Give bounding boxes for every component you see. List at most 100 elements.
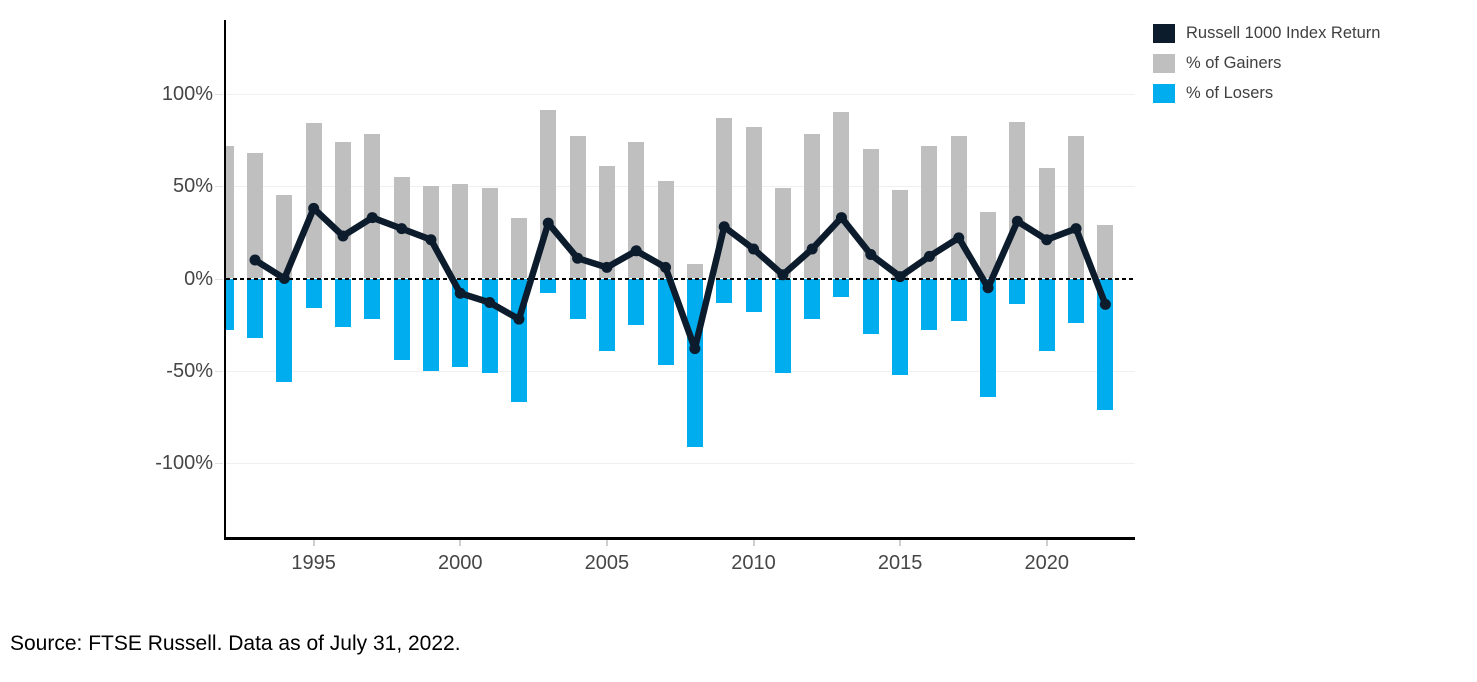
return-point — [835, 212, 847, 224]
losers-bar — [1038, 278, 1055, 351]
gainers-bar — [276, 195, 293, 279]
y-axis-label: 50% — [172, 175, 213, 198]
gainers-bar — [569, 136, 586, 279]
gridline — [226, 186, 1135, 188]
losers-bar — [452, 278, 469, 368]
gainers-bar — [226, 145, 234, 279]
legend-swatch-gainers — [1153, 54, 1175, 73]
return-point — [1099, 298, 1111, 310]
return-point — [484, 297, 496, 309]
x-axis-tick — [899, 540, 902, 546]
return-point — [278, 273, 290, 284]
gainers-bar — [1009, 121, 1026, 279]
legend-swatch-losers — [1153, 84, 1175, 103]
x-axis-label: 2000 — [438, 552, 483, 574]
gainers-bar — [657, 180, 674, 279]
y-axis-label: 0% — [184, 267, 213, 290]
plot-area — [224, 20, 1135, 540]
legend-label-losers: % of Losers — [1186, 84, 1274, 102]
return-point — [454, 287, 466, 299]
x-axis-tick — [459, 540, 462, 546]
return-point — [542, 217, 554, 229]
return-point — [894, 271, 906, 283]
losers-bar — [276, 278, 293, 382]
y-axis-tick — [215, 186, 223, 188]
losers-bar — [598, 278, 615, 351]
return-point — [630, 245, 642, 257]
gainers-bar — [510, 217, 527, 279]
losers-bar — [657, 278, 674, 366]
return-point — [308, 202, 320, 214]
x-axis-label: 2010 — [731, 552, 776, 574]
x-axis-tick — [1045, 540, 1048, 546]
gainers-bar — [774, 188, 791, 279]
losers-bar — [921, 278, 938, 331]
x-axis-label: 2015 — [877, 552, 923, 574]
return-point — [601, 261, 613, 273]
return-point — [1041, 234, 1053, 246]
losers-bar — [745, 278, 762, 312]
y-axis-tick — [215, 370, 223, 372]
losers-bar — [980, 278, 997, 397]
losers-bar — [247, 278, 264, 338]
gainers-bar — [364, 134, 381, 279]
y-axis-label: -100% — [155, 452, 213, 475]
losers-bar — [774, 278, 791, 373]
losers-bar — [628, 278, 645, 325]
legend-label-index-return: Russell 1000 Index Return — [1186, 24, 1381, 42]
return-line — [251, 205, 1109, 352]
return-point — [337, 230, 349, 242]
return-point — [689, 343, 701, 355]
gainers-bar — [334, 141, 351, 279]
gainers-bar — [833, 112, 850, 279]
x-axis-label: 1995 — [291, 552, 336, 574]
losers-bar — [892, 278, 909, 375]
return-point — [249, 254, 261, 266]
return-point — [1011, 215, 1023, 227]
return-point — [923, 250, 935, 262]
return-point — [572, 252, 584, 264]
losers-bar — [393, 278, 410, 360]
gainers-bar — [628, 141, 645, 279]
gainers-bar — [686, 263, 703, 279]
losers-bar — [862, 278, 879, 334]
losers-bar — [540, 278, 557, 294]
legend-item-losers: % of Losers — [1153, 84, 1380, 103]
x-axis-label: 2005 — [584, 552, 630, 574]
x-axis-tick — [752, 540, 755, 546]
legend-swatch-index-return — [1153, 24, 1175, 43]
return-point — [396, 223, 408, 235]
return-line-layer — [249, 202, 1111, 355]
losers-bar — [422, 278, 439, 371]
losers-bar — [226, 278, 234, 331]
y-axis-label: -50% — [166, 359, 213, 382]
gainers-bar — [247, 152, 264, 279]
source-note: Source: FTSE Russell. Data as of July 31… — [10, 632, 461, 655]
gridline — [226, 93, 1135, 95]
gainers-bar — [892, 189, 909, 279]
return-point — [777, 269, 789, 281]
x-axis-label: 2020 — [1024, 552, 1069, 574]
gainers-bar — [598, 165, 615, 279]
gainers-bar — [481, 188, 498, 279]
y-axis-label: 100% — [161, 82, 213, 105]
legend-item-gainers: % of Gainers — [1153, 54, 1380, 73]
losers-bar — [364, 278, 381, 320]
gainers-bar — [980, 212, 997, 279]
return-point — [806, 243, 818, 255]
zero-line — [226, 277, 1135, 280]
return-point — [513, 313, 525, 325]
legend: Russell 1000 Index Return % of Gainers %… — [1153, 24, 1380, 114]
losers-bar — [334, 278, 351, 327]
losers-bar — [716, 278, 733, 303]
return-point — [748, 243, 760, 255]
gainers-bar — [1097, 224, 1114, 279]
return-point — [865, 248, 877, 260]
legend-label-gainers: % of Gainers — [1186, 54, 1282, 72]
losers-bar — [833, 278, 850, 297]
x-axis-tick — [312, 540, 315, 546]
return-point — [660, 261, 672, 273]
losers-bar — [569, 278, 586, 320]
return-point — [953, 232, 965, 244]
